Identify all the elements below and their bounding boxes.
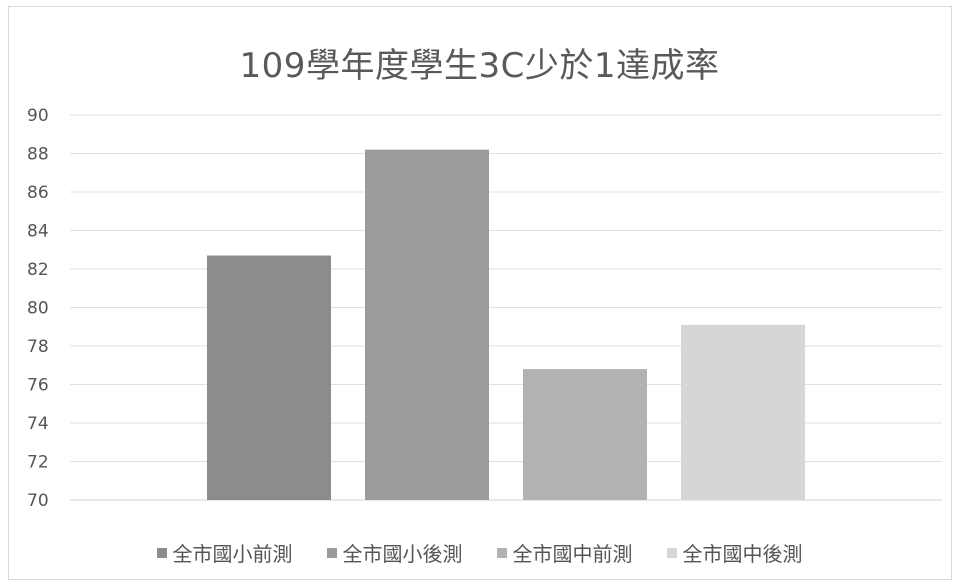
y-tick-label: 78 xyxy=(27,337,49,357)
gridlines xyxy=(70,114,942,501)
bar xyxy=(207,255,331,500)
legend-item: 全市國中前測 xyxy=(496,538,633,567)
y-tick-label: 80 xyxy=(27,299,49,319)
legend-label: 全市國小前測 xyxy=(172,542,293,566)
legend-item: 全市國中後測 xyxy=(666,538,803,567)
legend-item: 全市國小前測 xyxy=(156,538,293,567)
legend-swatch xyxy=(666,547,677,558)
legend-swatch xyxy=(496,547,507,558)
y-tick-label: 72 xyxy=(27,453,49,473)
bar xyxy=(681,324,805,500)
y-tick-label: 86 xyxy=(27,183,49,203)
bar xyxy=(365,149,489,500)
chart-title: 109學年度學生3C少於1達成率 xyxy=(239,46,720,86)
y-tick-label: 70 xyxy=(27,491,49,511)
y-axis-ticks: 70 72 74 76 78 80 82 84 86 88 90 xyxy=(27,106,49,511)
legend-swatch xyxy=(326,547,337,558)
y-tick-label: 90 xyxy=(27,106,49,126)
y-tick-label: 76 xyxy=(27,376,49,396)
legend-item: 全市國小後測 xyxy=(326,538,463,567)
y-tick-label: 84 xyxy=(27,222,49,242)
legend-label: 全市國中後測 xyxy=(682,542,803,566)
legend-label: 全市國小後測 xyxy=(342,542,463,566)
y-tick-label: 74 xyxy=(27,414,49,434)
y-tick-label: 82 xyxy=(27,260,49,280)
bar xyxy=(523,369,647,500)
legend-swatch xyxy=(156,547,167,558)
y-tick-label: 88 xyxy=(27,145,49,165)
legend: 全市國小前測 全市國小後測 全市國中前測 全市國中後測 xyxy=(0,538,959,567)
bars xyxy=(207,149,805,500)
legend-label: 全市國中前測 xyxy=(512,542,633,566)
